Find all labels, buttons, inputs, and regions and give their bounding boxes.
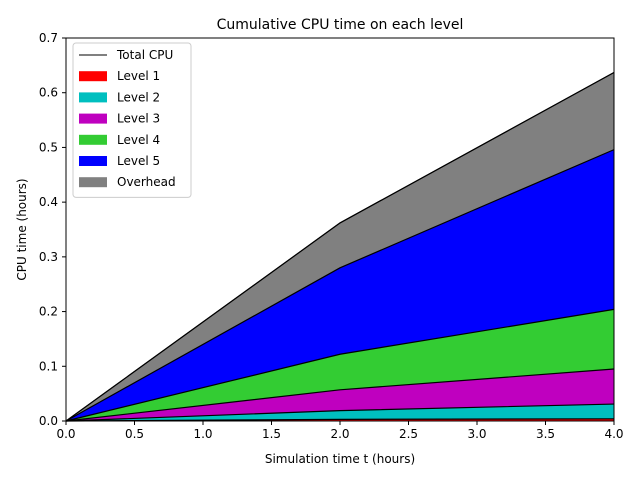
- x-tick-label: 3.0: [467, 427, 486, 441]
- area-level-3: [66, 369, 614, 421]
- x-tick-label: 2.5: [399, 427, 418, 441]
- legend-label-level-2: Level 2: [117, 90, 160, 104]
- legend-swatch-level-2: [79, 92, 107, 103]
- legend-swatch-level-3: [79, 113, 107, 124]
- area-level-2: [66, 404, 614, 421]
- x-tick-label: 0.0: [56, 427, 75, 441]
- y-tick-label: 0.7: [39, 31, 58, 45]
- boundary-level-1: [65, 418, 615, 422]
- legend-label-overhead: Overhead: [117, 175, 176, 189]
- y-tick-label: 0.1: [39, 359, 58, 373]
- y-tick-label: 0.4: [39, 195, 58, 209]
- legend-swatch-level-5: [79, 156, 107, 166]
- boundary-level-2: [65, 403, 615, 422]
- total-cpu-line: [65, 72, 615, 422]
- legend-label-level-1: Level 1: [117, 69, 160, 83]
- x-tick-label: 0.5: [125, 427, 144, 441]
- legend-swatch-overhead: [79, 177, 107, 188]
- y-tick-label: 0.2: [39, 305, 58, 319]
- boundary-level-4: [65, 308, 615, 422]
- boundary-level-5: [65, 149, 615, 422]
- x-tick-label: 1.5: [262, 427, 281, 441]
- chart-title: Cumulative CPU time on each level: [217, 17, 464, 33]
- legend-label-level-5: Level 5: [117, 154, 160, 168]
- boundary-level-3: [65, 368, 615, 422]
- y-axis: 0.0 0.1 0.2 0.3 0.4 0.5 0.6 0.7: [39, 31, 66, 428]
- stacked-areas: [66, 72, 614, 422]
- y-tick-label: 0.5: [39, 140, 58, 154]
- series-boundaries: [65, 71, 615, 422]
- x-tick-label: 1.0: [193, 427, 212, 441]
- area-overhead: [66, 72, 614, 421]
- legend-label-level-3: Level 3: [117, 112, 160, 126]
- area-level-5: [66, 149, 614, 422]
- y-tick-label: 0.0: [39, 414, 58, 428]
- y-tick-label: 0.6: [39, 86, 58, 100]
- x-axis: 0.0 0.5 1.0 1.5 2.0 2.5 3.0 3.5 4.0: [56, 421, 624, 441]
- legend-swatch-level-4: [79, 134, 107, 145]
- y-axis-label: CPU time (hours): [15, 178, 29, 280]
- x-tick-label: 2.0: [330, 427, 349, 441]
- x-axis-label: Simulation time t (hours): [265, 452, 415, 466]
- legend: Total CPU Level 1 Level 2 Level 3 Level 4 Lev…: [72, 42, 192, 198]
- x-tick-label: 4.0: [604, 427, 623, 441]
- legend-label-level-4: Level 4: [117, 133, 160, 147]
- area-level-4: [66, 309, 614, 421]
- legend-swatch-level-1: [79, 71, 107, 82]
- y-tick-label: 0.3: [39, 250, 58, 264]
- legend-label-total-cpu: Total CPU: [116, 48, 173, 62]
- x-tick-label: 3.5: [536, 427, 555, 441]
